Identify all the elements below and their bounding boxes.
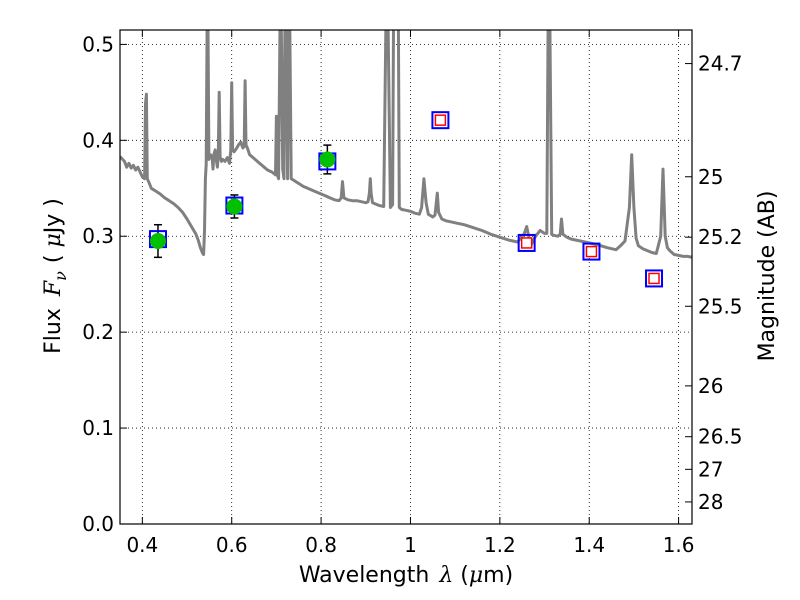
y-tick-label: 0.4 xyxy=(82,128,114,152)
right-tick-label: 24.7 xyxy=(698,52,743,76)
x-tick-label: 1.2 xyxy=(484,533,516,557)
right-tick-label: 25.2 xyxy=(698,225,743,249)
y-axis-label: FluxFν( μJy ) xyxy=(41,198,70,354)
y-tick-label: 0.3 xyxy=(82,224,114,248)
x-tick-label: 1.6 xyxy=(663,533,695,557)
right-tick-label: 26 xyxy=(698,374,723,398)
y-tick-label: 0.5 xyxy=(82,32,114,56)
y-tick-label: 0.2 xyxy=(82,320,114,344)
plot-frame xyxy=(119,29,693,525)
model-photometry-point xyxy=(431,111,450,130)
upper-limit-point xyxy=(520,237,533,249)
upper-limit-point xyxy=(434,114,447,126)
upper-limit-point xyxy=(648,272,660,285)
x-tick-label: 0.6 xyxy=(216,533,248,557)
model-photometry-point xyxy=(645,269,664,288)
plot-area xyxy=(120,30,692,288)
right-tick-label: 27 xyxy=(698,457,723,481)
right-tick-label: 25 xyxy=(698,165,723,189)
x-tick-label: 0.8 xyxy=(305,533,337,557)
observed-photometry-point xyxy=(319,151,336,168)
axis-ticks: 0.4 0.6 0.8 1 1.2 1.4 1.6 0.0 0.1 0.2 0.3 0.4 0.5 24.… xyxy=(82,30,743,557)
x-axis-label: Wavelength λ (μm) xyxy=(299,563,513,588)
right-tick-label: 26.5 xyxy=(698,425,743,449)
observed-photometry-point xyxy=(226,198,243,215)
right-tick-label: 28 xyxy=(698,490,723,514)
model-photometry-point xyxy=(517,233,536,252)
x-tick-label: 1 xyxy=(404,533,417,557)
spectrum-line xyxy=(120,30,692,259)
y-tick-label: 0.1 xyxy=(82,416,114,440)
right-tick-label: 25.5 xyxy=(698,294,743,318)
right-axis-label: Magnitude (AB) xyxy=(755,191,780,362)
upper-limit-point xyxy=(585,245,598,258)
x-tick-label: 1.4 xyxy=(573,533,605,557)
y-tick-label: 0.0 xyxy=(82,512,114,536)
model-photometry-point xyxy=(582,242,601,261)
x-tick-label: 0.4 xyxy=(126,533,158,557)
observed-photometry-point xyxy=(149,233,166,250)
